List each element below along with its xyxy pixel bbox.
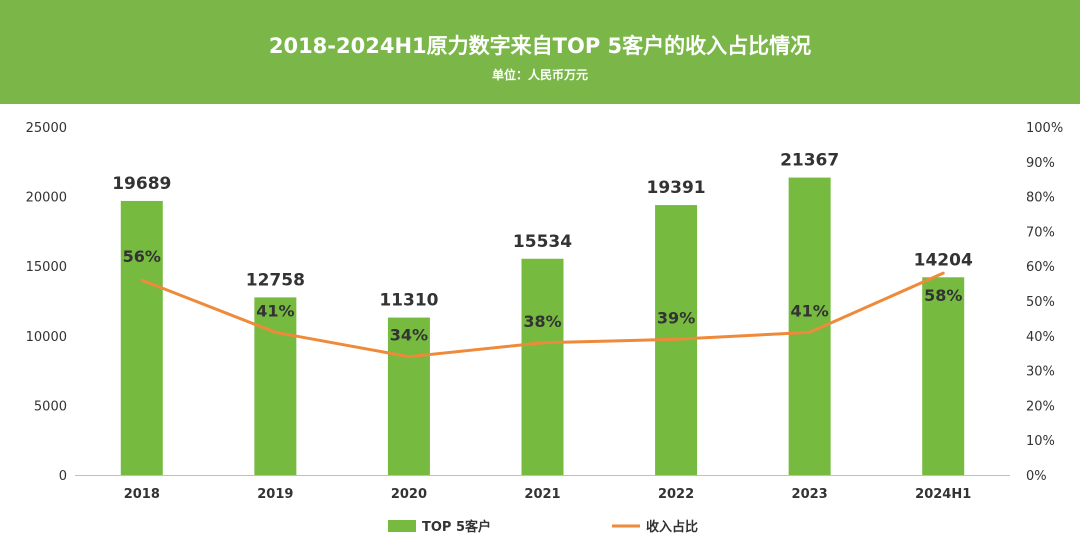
x-tick-label: 2018 — [124, 487, 160, 502]
y-right-tick-label: 20% — [1026, 399, 1055, 414]
y-left-tick-label: 5000 — [34, 399, 67, 414]
line-percent-label: 58% — [924, 286, 962, 305]
line-percent-label: 34% — [390, 326, 428, 345]
bar-value-label: 21367 — [780, 151, 839, 171]
y-right-tick-label: 0% — [1026, 469, 1047, 484]
y-left-tick-label: 25000 — [26, 121, 67, 136]
y-left-tick-label: 10000 — [26, 330, 67, 345]
bar-value-label: 19689 — [112, 174, 171, 194]
legend-swatch-bar — [388, 520, 416, 532]
y-right-tick-label: 10% — [1026, 434, 1055, 449]
x-tick-label: 2023 — [792, 487, 828, 502]
line-revenue-share — [140, 271, 945, 359]
y-right-tick-label: 40% — [1026, 330, 1055, 345]
x-tick-label: 2022 — [658, 487, 694, 502]
bar-value-label: 14204 — [914, 250, 973, 270]
bar-top5-2020 — [387, 317, 430, 475]
bar-value-label: 11310 — [379, 291, 438, 311]
y-right-tick-label: 60% — [1026, 260, 1055, 275]
line-percent-label: 39% — [657, 308, 695, 327]
x-tick-label: 2021 — [524, 487, 560, 502]
legend-label-share: 收入占比 — [646, 519, 698, 535]
bar-value-label: 12758 — [246, 270, 305, 290]
bar-top5-2018 — [120, 200, 163, 475]
x-tick-label: 2019 — [257, 487, 293, 502]
chart-header — [0, 0, 1080, 104]
bar-top5-2021 — [521, 258, 564, 475]
x-tick-label: 2024H1 — [915, 487, 971, 502]
legend-label-top5: TOP 5客户 — [422, 519, 491, 535]
bar-value-label: 15534 — [513, 232, 572, 252]
line-percent-label: 56% — [123, 247, 161, 266]
bar-top5-2024H1 — [922, 277, 965, 475]
y-right-tick-label: 30% — [1026, 365, 1055, 380]
line-percent-label: 38% — [523, 312, 561, 331]
y-left-tick-label: 15000 — [26, 260, 67, 275]
y-left-tick-label: 20000 — [26, 191, 67, 206]
y-right-tick-label: 70% — [1026, 225, 1055, 240]
chart-title: 2018-2024H1原力数字来自TOP 5客户的收入占比情况 — [268, 34, 812, 58]
y-right-tick-label: 90% — [1026, 156, 1055, 171]
y-right-tick-label: 100% — [1026, 121, 1063, 136]
y-right-tick-label: 50% — [1026, 295, 1055, 310]
y-right-tick-label: 80% — [1026, 191, 1055, 206]
line-percent-label: 41% — [256, 301, 294, 320]
bar-top5-2019 — [254, 297, 297, 475]
bar-value-label: 19391 — [646, 178, 705, 198]
y-left-tick-label: 0 — [59, 469, 67, 484]
chart-subtitle: 单位：人民币万元 — [491, 68, 588, 82]
x-tick-label: 2020 — [391, 487, 427, 502]
line-percent-label: 41% — [790, 301, 828, 320]
